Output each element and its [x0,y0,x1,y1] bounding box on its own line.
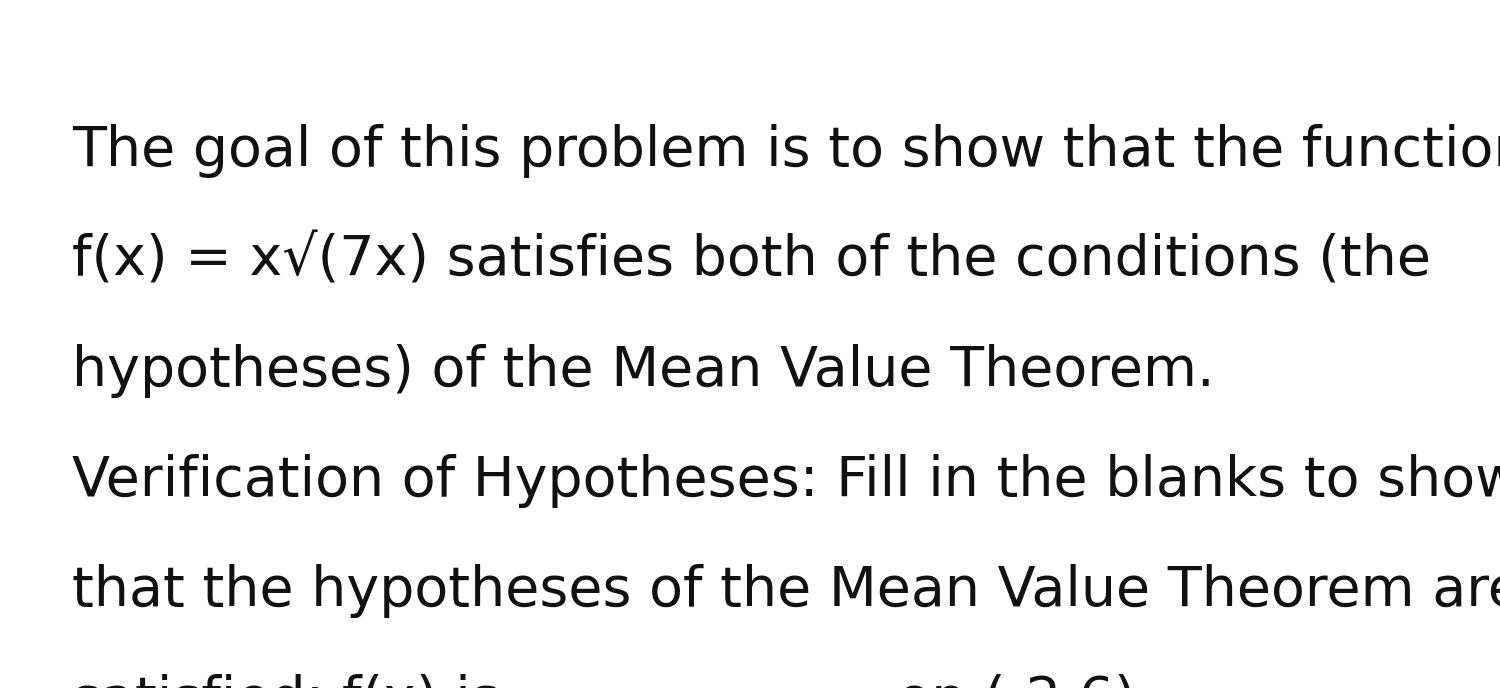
Text: Verification of Hypotheses: Fill in the blanks to show: Verification of Hypotheses: Fill in the … [72,454,1500,508]
Text: satisfied: f(x) is _____________ on (-2,6): satisfied: f(x) is _____________ on (-2,… [72,674,1136,688]
Text: f(x) = x√(7x) satisfies both of the conditions (the: f(x) = x√(7x) satisfies both of the cond… [72,234,1431,288]
Text: that the hypotheses of the Mean Value Theorem are: that the hypotheses of the Mean Value Th… [72,564,1500,618]
Text: The goal of this problem is to show that the function: The goal of this problem is to show that… [72,124,1500,178]
Text: hypotheses) of the Mean Value Theorem.: hypotheses) of the Mean Value Theorem. [72,344,1215,398]
